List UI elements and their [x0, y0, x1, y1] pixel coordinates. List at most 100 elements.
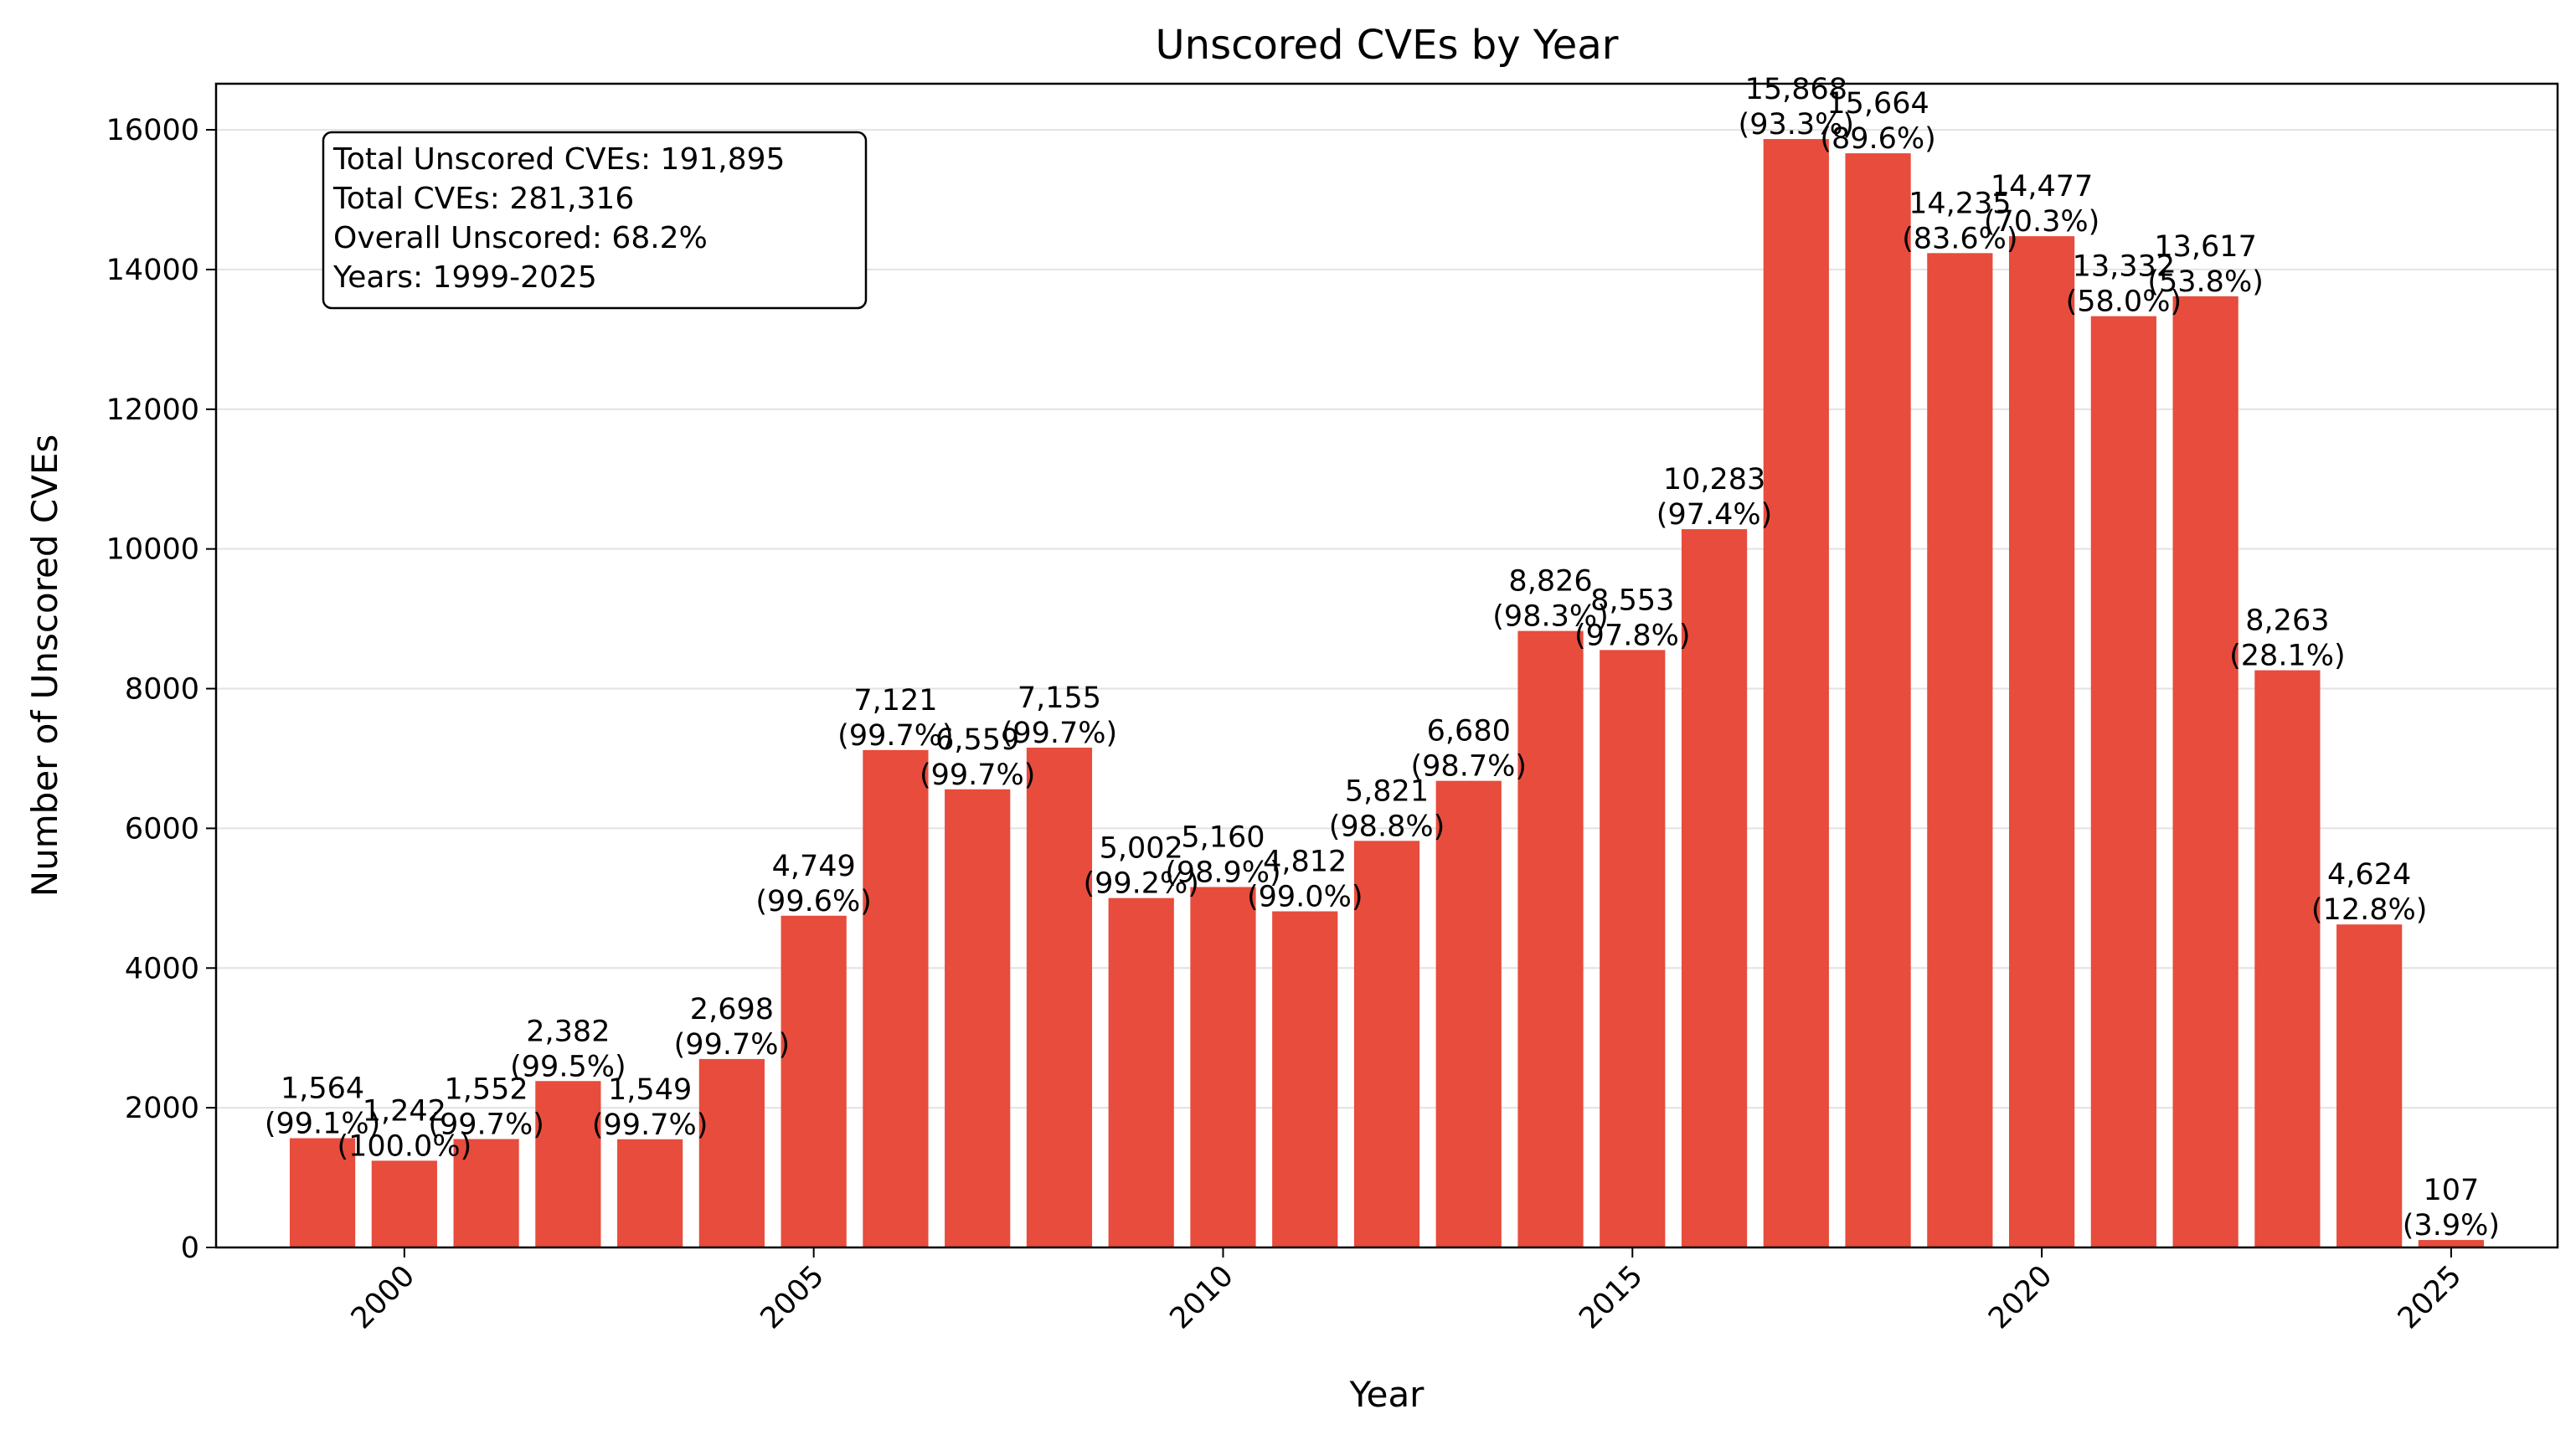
bar-2009: [1108, 898, 1174, 1247]
bar-value-label: 5,821: [1345, 774, 1429, 808]
bar-percent-label: (98.8%): [1329, 810, 1445, 843]
bar-value-label: 1,242: [363, 1094, 446, 1128]
bar-2010: [1190, 887, 1256, 1247]
bar-value-label: 15,664: [1826, 87, 1929, 121]
bar-value-label: 5,002: [1100, 832, 1183, 866]
stats-overall-unscored: Overall Unscored: 68.2%: [333, 221, 708, 255]
bar-2013: [1435, 780, 1502, 1247]
bar-2025: [2418, 1240, 2485, 1247]
bar-percent-label: (99.7%): [674, 1028, 791, 1062]
bar-value-label: 2,382: [526, 1015, 610, 1048]
bar-percent-label: (3.9%): [2403, 1209, 2500, 1242]
bar-percent-label: (99.7%): [428, 1108, 544, 1142]
bar-2004: [698, 1058, 765, 1247]
x-axis-label: Year: [1349, 1374, 1425, 1415]
bar-2008: [1026, 748, 1093, 1247]
bar-value-label: 13,617: [2154, 230, 2256, 264]
y-tick-label: 2000: [125, 1092, 199, 1125]
y-tick-label: 4000: [125, 952, 199, 985]
bar-percent-label: (100.0%): [337, 1129, 471, 1163]
bar-value-label: 8,553: [1590, 584, 1674, 617]
bar-2021: [2090, 316, 2156, 1247]
bar-value-label: 8,263: [2245, 604, 2329, 638]
bar-value-label: 13,332: [2073, 250, 2175, 284]
bar-2014: [1517, 630, 1584, 1247]
bar-percent-label: (99.6%): [755, 885, 872, 918]
bar-value-label: 5,160: [1181, 820, 1265, 854]
bar-value-label: 2,698: [690, 993, 774, 1026]
y-tick-label: 0: [181, 1232, 199, 1265]
bar-value-label: 8,826: [1508, 565, 1592, 599]
bar-percent-label: (83.6%): [1902, 222, 2018, 255]
bar-2023: [2254, 670, 2321, 1247]
bar-2000: [371, 1160, 437, 1247]
bar-2022: [2172, 296, 2239, 1248]
bar-percent-label: (89.6%): [1820, 122, 1936, 156]
y-axis-label: Number of Unscored CVEs: [24, 435, 65, 898]
bar-value-label: 14,477: [1991, 170, 2093, 203]
bar-percent-label: (98.9%): [1165, 856, 1281, 889]
bar-2017: [1763, 139, 1829, 1248]
bar-percent-label: (53.8%): [2147, 265, 2264, 299]
bar-2016: [1681, 529, 1748, 1247]
bar-percent-label: (98.7%): [1411, 750, 1528, 784]
bar-2012: [1353, 841, 1420, 1247]
bar-2018: [1845, 153, 1911, 1248]
bar-percent-label: (99.7%): [1002, 717, 1118, 750]
y-axis-ticks: 0 2000 4000 6000 8000 10000 12000 14000 16000: [106, 114, 216, 1265]
bar-2007: [945, 789, 1011, 1247]
bar-value-label: 107: [2424, 1174, 2480, 1207]
bar-percent-label: (28.1%): [2229, 640, 2346, 673]
chart-title: Unscored CVEs by Year: [1156, 22, 1619, 69]
bar-percent-label: (99.7%): [592, 1108, 708, 1142]
bar-percent-label: (70.3%): [1984, 205, 2100, 239]
bar-1999: [289, 1138, 356, 1247]
bar-value-label: 7,121: [853, 684, 937, 718]
bar-2011: [1272, 911, 1338, 1247]
stats-total-unscored: Total Unscored CVEs: 191,895: [332, 142, 785, 177]
bar-value-label: 1,552: [445, 1073, 528, 1107]
bar-percent-label: (93.3%): [1739, 108, 1855, 141]
bar-percent-label: (99.2%): [1083, 867, 1199, 901]
bar-percent-label: (99.7%): [837, 719, 954, 753]
bar-2002: [535, 1081, 601, 1247]
bar-value-label: 15,868: [1745, 73, 1847, 106]
bars: [289, 139, 2485, 1248]
bar-value-label: 4,749: [772, 850, 856, 883]
bar-percent-label: (99.5%): [510, 1050, 626, 1083]
bar-percent-label: (99.1%): [265, 1108, 381, 1141]
bar-percent-label: (97.4%): [1656, 498, 1773, 532]
bar-2019: [1927, 253, 1993, 1247]
y-tick-label: 14000: [106, 254, 199, 287]
bar-percent-label: (58.0%): [2066, 285, 2182, 319]
bar-2015: [1600, 650, 1666, 1247]
y-tick-label: 6000: [125, 812, 199, 846]
y-tick-label: 8000: [125, 673, 199, 707]
summary-stats-frame: [322, 131, 868, 310]
plot-frame: [214, 82, 2559, 1249]
bar-percent-label: (99.7%): [920, 759, 1036, 792]
bar-value-label: 1,564: [281, 1072, 364, 1106]
summary-stats-box: Total Unscored CVEs: 191,895 Total CVEs:…: [322, 131, 868, 310]
bar-percent-label: (98.3%): [1492, 600, 1609, 634]
y-tick-label: 12000: [106, 393, 199, 427]
y-tick-label: 16000: [106, 114, 199, 147]
bar-2020: [2008, 236, 2075, 1248]
bar-2003: [617, 1139, 683, 1247]
y-tick-label: 10000: [106, 533, 199, 567]
bar-value-label: 10,283: [1663, 463, 1765, 496]
bar-value-label: 6,680: [1427, 715, 1511, 748]
stats-total-cves: Total CVEs: 281,316: [332, 182, 634, 216]
bar-value-label: 14,235: [1909, 187, 2011, 220]
bar-2001: [453, 1139, 519, 1247]
bar-percent-label: (12.8%): [2311, 893, 2428, 927]
bar-percent-label: (97.8%): [1574, 619, 1691, 652]
bar-2005: [781, 915, 847, 1247]
bar-value-label: 7,155: [1018, 681, 1101, 715]
bar-value-label: 4,812: [1263, 846, 1347, 879]
stats-years: Years: 1999-2025: [332, 260, 597, 295]
bar-value-label: 4,624: [2327, 858, 2411, 892]
bar-percent-label: (99.0%): [1247, 881, 1363, 914]
bar-value-label: 1,549: [608, 1073, 692, 1107]
